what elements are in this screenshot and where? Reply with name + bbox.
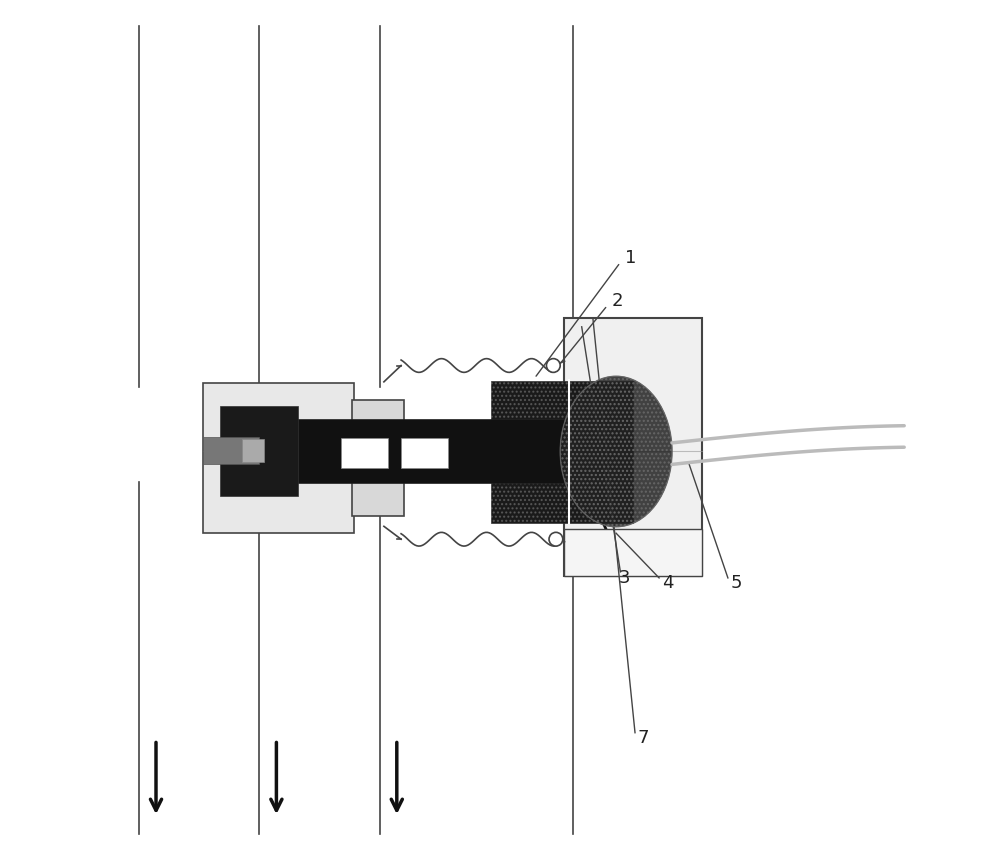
Circle shape [549, 532, 563, 546]
FancyBboxPatch shape [203, 437, 259, 464]
Text: 2: 2 [612, 292, 623, 310]
FancyBboxPatch shape [564, 318, 702, 576]
Circle shape [546, 359, 560, 372]
FancyBboxPatch shape [491, 381, 633, 523]
FancyBboxPatch shape [242, 439, 264, 462]
FancyBboxPatch shape [251, 419, 564, 483]
Text: 1: 1 [625, 249, 636, 267]
FancyBboxPatch shape [352, 400, 404, 516]
Text: 3: 3 [619, 569, 630, 587]
FancyBboxPatch shape [564, 529, 702, 576]
Ellipse shape [560, 377, 672, 526]
Text: 4: 4 [662, 574, 673, 592]
FancyBboxPatch shape [401, 438, 448, 468]
FancyBboxPatch shape [203, 383, 354, 533]
Text: 7: 7 [638, 729, 649, 746]
FancyBboxPatch shape [220, 406, 298, 496]
FancyBboxPatch shape [341, 438, 388, 468]
Text: 5: 5 [730, 574, 742, 592]
